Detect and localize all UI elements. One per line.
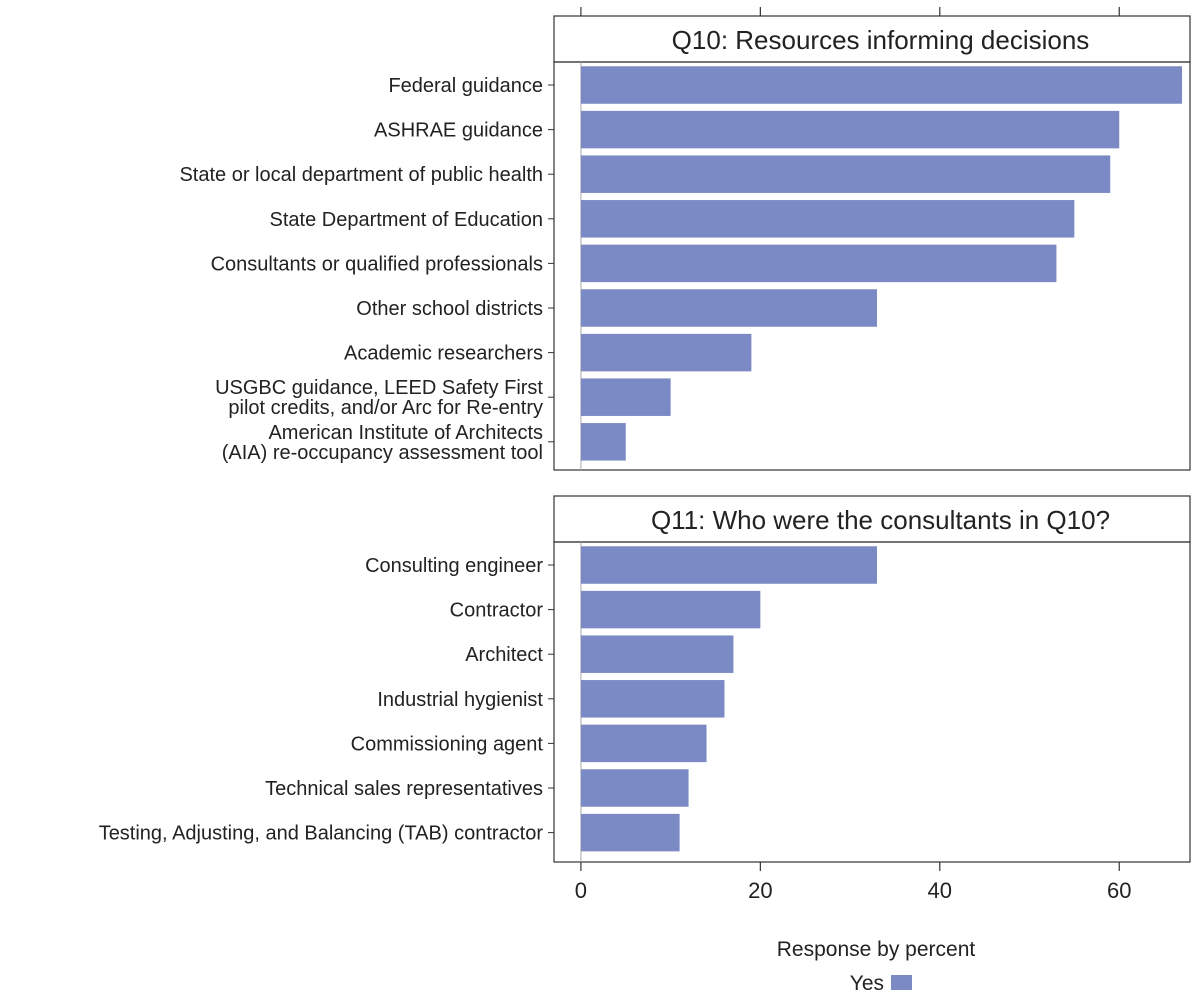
bar	[580, 423, 626, 461]
category-label: Commissioning agent	[351, 733, 544, 755]
legend-swatch	[891, 975, 912, 990]
category-label: Industrial hygienist	[377, 689, 543, 711]
bar	[580, 110, 1120, 149]
panel-frame	[553, 541, 1191, 863]
panel-header	[553, 15, 1191, 63]
bar	[580, 724, 707, 763]
category-label: Contractor	[450, 600, 544, 622]
bar	[580, 680, 725, 718]
panel-frame	[553, 61, 1191, 471]
bar	[580, 590, 761, 629]
legend-label: Yes	[850, 972, 884, 991]
bar	[580, 769, 689, 807]
bar	[580, 378, 671, 416]
x-axis-title: Response by percent	[777, 938, 976, 961]
category-label: Federal guidance	[388, 75, 543, 97]
category-label: State Department of Education	[270, 209, 544, 231]
category-label: (AIA) re-occupancy assessment tool	[222, 442, 543, 464]
bar	[580, 635, 734, 673]
category-label: Technical sales representatives	[265, 778, 543, 800]
x-tick-label: 40	[928, 878, 952, 903]
category-label: Architect	[465, 644, 543, 666]
bar	[580, 813, 680, 852]
panel-title: Q11: Who were the consultants in Q10?	[651, 505, 1110, 535]
category-label: ASHRAE guidance	[374, 120, 543, 142]
bar	[580, 289, 877, 327]
category-label: USGBC guidance, LEED Safety First	[215, 377, 543, 399]
panel-title: Q10: Resources informing decisions	[672, 25, 1090, 55]
category-label: Consultants or qualified professionals	[211, 253, 543, 275]
category-label: Other school districts	[356, 298, 543, 320]
x-tick-label: 60	[1107, 878, 1131, 903]
bar	[580, 155, 1111, 193]
bar	[580, 546, 877, 584]
x-tick-label: 0	[575, 878, 587, 903]
category-label: pilot credits, and/or Arc for Re-entry	[228, 397, 543, 419]
bar	[580, 66, 1183, 104]
bar	[580, 244, 1057, 283]
bar	[580, 333, 752, 372]
x-tick-label: 20	[748, 878, 772, 903]
panel-header	[553, 495, 1191, 543]
category-label: American Institute of Architects	[268, 422, 543, 444]
category-label: Consulting engineer	[365, 555, 543, 577]
bar	[580, 200, 1075, 238]
category-label: State or local department of public heal…	[179, 164, 543, 186]
category-label: Academic researchers	[344, 343, 543, 365]
category-label: Testing, Adjusting, and Balancing (TAB) …	[99, 823, 544, 845]
